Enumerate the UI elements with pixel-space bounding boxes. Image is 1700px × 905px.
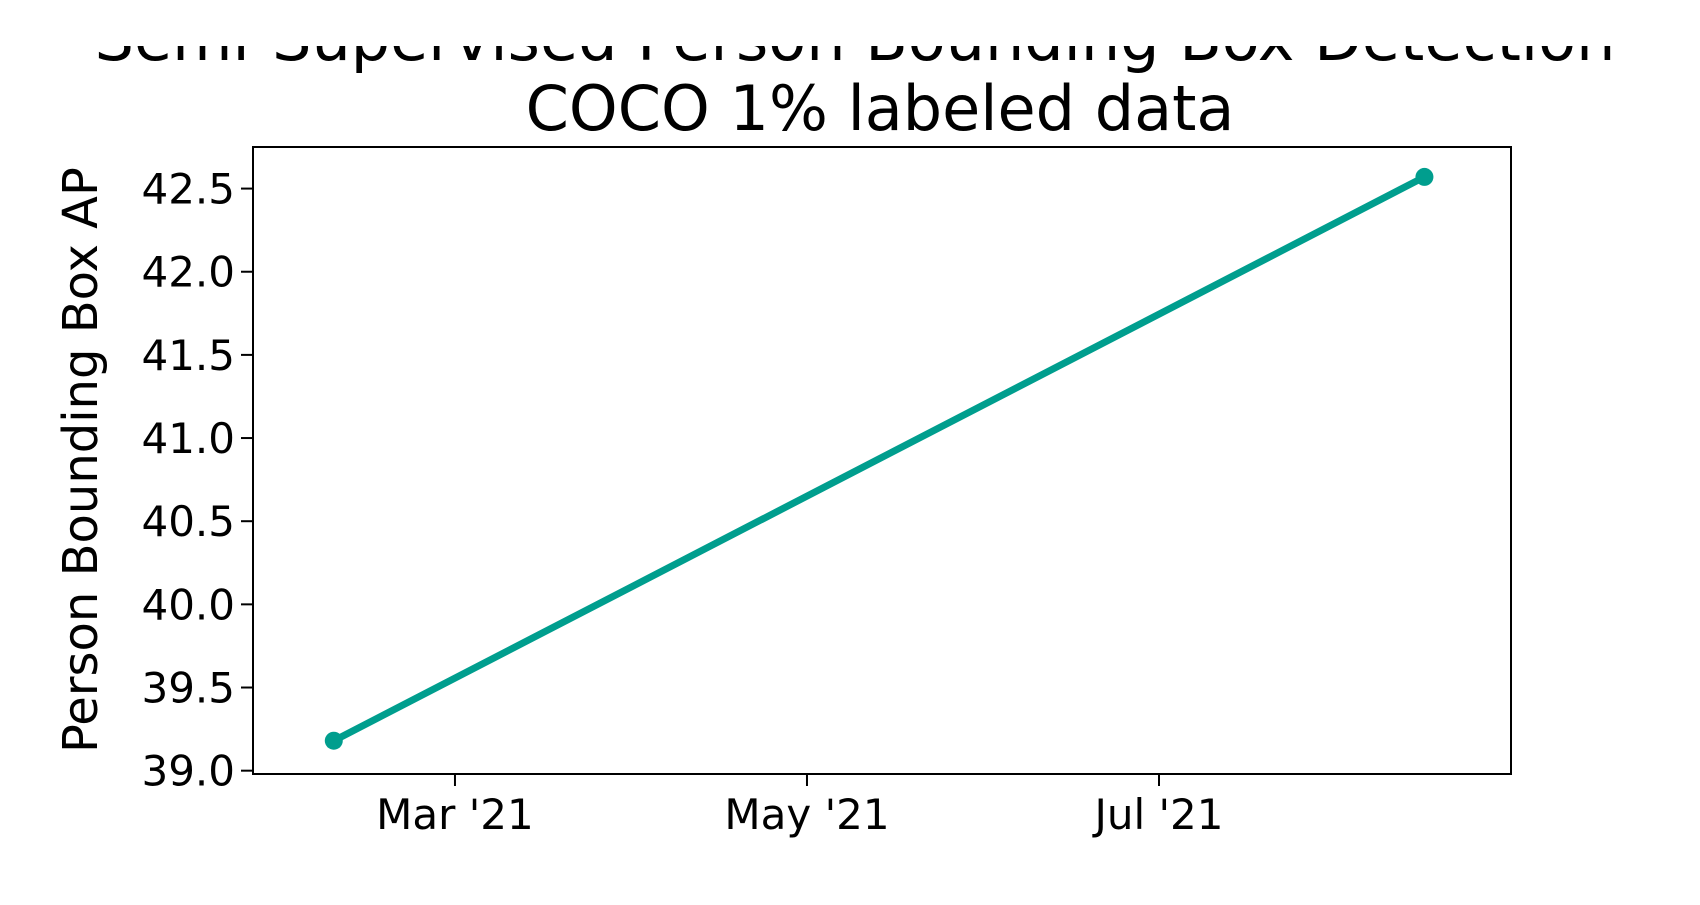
y-tick-label: 39.5 [141,664,235,713]
y-tick-label: 42.5 [141,165,235,214]
data-point [1415,167,1434,186]
series-line [330,173,1428,745]
x-tick-label: Jul '21 [1091,790,1223,839]
plot-area-frame [252,146,1512,775]
title-clip-mask [0,0,1700,46]
y-tick-label: 41.0 [141,414,235,463]
y-tick-label: 40.5 [141,497,235,546]
y-tick-label: 42.0 [141,248,235,297]
y-tick-label: 40.0 [141,580,235,629]
chart-title-line2: COCO 1% labeled data [526,72,1235,145]
y-axis: 39.0 39.5 40.0 40.5 41.0 41.5 42.0 42.5 [141,165,253,796]
y-axis-label: Person Bounding Box AP [53,167,109,753]
y-tick-label: 41.5 [141,331,235,380]
x-tick-label: Mar '21 [376,790,534,839]
x-tick-label: May '21 [724,790,889,839]
series-layer [324,167,1434,750]
x-axis: Mar '21 May '21 Jul '21 [376,774,1223,839]
data-point [324,731,343,750]
y-tick-label: 39.0 [141,747,235,796]
